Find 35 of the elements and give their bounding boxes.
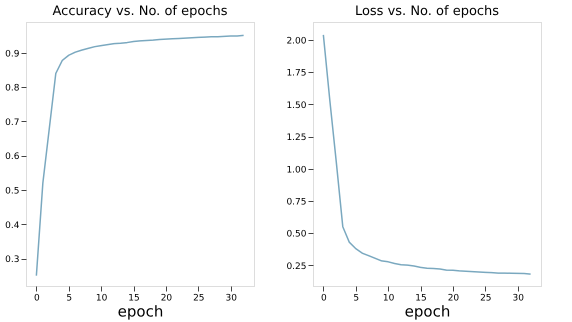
- y-tick-label: 0.4: [5, 220, 20, 231]
- y-tick-label: 0.75: [286, 198, 306, 208]
- y-tick-label: 0.7: [5, 118, 20, 128]
- x-tick-label: 0: [34, 294, 40, 304]
- x-axis-title: epoch: [404, 302, 450, 320]
- x-tick-label: 10: [382, 294, 395, 304]
- x-tick-label: 10: [96, 294, 108, 304]
- y-tick-label: 1.75: [286, 68, 306, 79]
- x-tick-label: 30: [512, 294, 524, 304]
- x-tick-label: 20: [160, 294, 172, 304]
- x-tick-label: 30: [225, 294, 238, 304]
- x-tick-label: 25: [480, 294, 492, 304]
- x-axis-title: epoch: [118, 302, 164, 320]
- y-tick-label: 0.5: [5, 186, 20, 196]
- x-tick-label: 5: [353, 294, 360, 304]
- chart-title: Loss vs. No. of epochs: [354, 4, 500, 19]
- y-tick-label: 1.50: [286, 100, 307, 111]
- y-tick-label: 0.9: [5, 49, 20, 60]
- x-tick-label: 15: [128, 294, 140, 304]
- y-tick-label: 1.25: [286, 133, 306, 144]
- y-tick-label: 0.50: [286, 230, 307, 240]
- y-tick-label: 1.00: [286, 165, 307, 176]
- y-tick-label: 2.00: [286, 36, 307, 47]
- y-tick-label: 0.25: [286, 262, 306, 272]
- x-tick-label: 25: [193, 294, 205, 304]
- x-tick-label: 20: [448, 294, 460, 304]
- chart-title: Accuracy vs. No. of epochs: [52, 4, 228, 19]
- x-tick-label: 15: [415, 294, 427, 304]
- line-series: [36, 34, 244, 276]
- y-tick-label: 0.8: [5, 84, 20, 94]
- y-tick-label: 0.6: [5, 152, 20, 162]
- x-tick-label: 0: [320, 294, 327, 304]
- y-tick-label: 0.3: [5, 255, 20, 266]
- line-series: [322, 34, 532, 275]
- x-tick-label: 5: [66, 294, 72, 304]
